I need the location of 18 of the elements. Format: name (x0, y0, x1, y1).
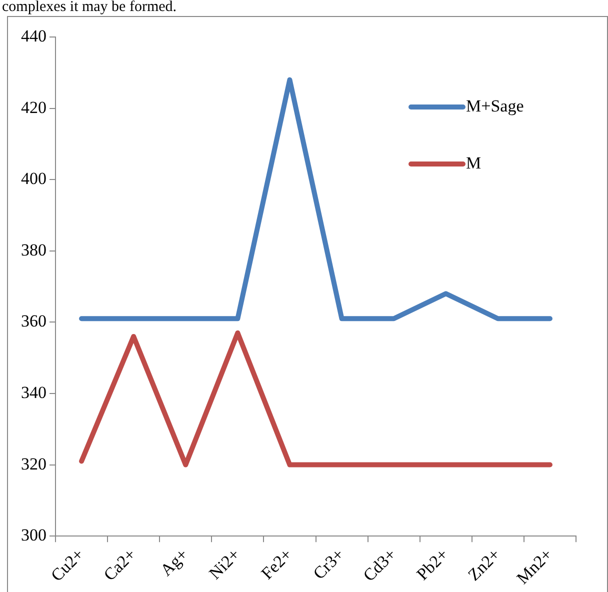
x-tick-label: Ca2+ (100, 544, 140, 584)
y-tick-label: 420 (21, 98, 46, 117)
y-tick-label: 340 (21, 382, 46, 402)
y-tick-label: 380 (21, 240, 46, 260)
y-tick-label: 300 (21, 526, 46, 545)
legend-label: M (466, 153, 482, 172)
x-tick-label: Ni2+ (205, 544, 244, 584)
x-tick-label: Ag+ (156, 544, 192, 580)
y-tick-label: 400 (21, 169, 46, 188)
legend-label: M+Sage (466, 96, 524, 116)
y-tick-label: 360 (21, 312, 46, 331)
x-tick-label: Fe2+ (257, 544, 296, 584)
x-tick-label: Cu2+ (47, 544, 88, 586)
text: complexes it may be formed. (2, 0, 177, 15)
x-tick-label: Cr3+ (310, 544, 348, 584)
y-tick-label: 320 (21, 454, 46, 474)
y-tick-label: 440 (21, 26, 46, 46)
x-tick-label: Cd3+ (360, 544, 400, 586)
